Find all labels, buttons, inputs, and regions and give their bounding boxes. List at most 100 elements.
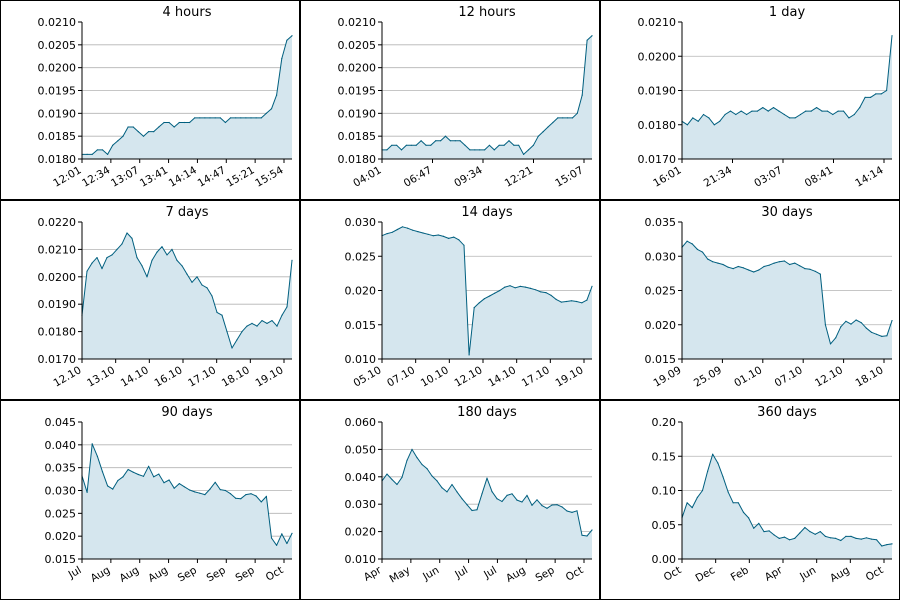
data-point xyxy=(246,325,248,327)
x-tick-label: 15:54 xyxy=(253,164,285,190)
data-point xyxy=(256,325,258,327)
data-point xyxy=(719,120,721,122)
chart-title: 7 days xyxy=(165,205,208,220)
data-point xyxy=(768,264,770,266)
chart-title: 1 day xyxy=(769,5,806,20)
data-point xyxy=(250,117,252,119)
chart-180-days: 180 days 0.010 0.020 0.030 0.040 0.050 0.060 Ap… xyxy=(345,405,593,585)
x-tick-label: 14:14 xyxy=(167,164,199,190)
data-point xyxy=(778,261,780,263)
data-point xyxy=(876,539,878,541)
data-point xyxy=(286,39,288,41)
y-tick-label: 0.035 xyxy=(45,462,77,475)
data-point xyxy=(556,504,558,506)
data-point xyxy=(451,483,453,486)
data-point xyxy=(226,331,228,333)
x-tick-label: May xyxy=(388,564,413,585)
data-point xyxy=(540,291,542,293)
series-area xyxy=(682,35,892,160)
data-point xyxy=(261,320,263,322)
data-point xyxy=(122,476,124,478)
data-point xyxy=(488,144,490,146)
data-point xyxy=(876,333,878,335)
x-tick-label: 13:07 xyxy=(109,164,141,190)
data-point xyxy=(260,501,262,503)
data-point xyxy=(101,471,104,473)
data-point xyxy=(591,35,593,37)
chart-30-days: 30 days 0.015 0.020 0.025 0.030 0.035 19.09 25.… xyxy=(645,205,893,390)
data-point xyxy=(107,485,109,487)
data-point xyxy=(821,110,823,112)
y-tick-label: 0.10 xyxy=(652,485,677,498)
data-point xyxy=(436,480,438,482)
data-point xyxy=(265,112,267,114)
x-tick-label: Oct xyxy=(864,564,886,583)
data-point xyxy=(850,323,852,325)
data-point xyxy=(236,339,238,341)
data-point xyxy=(281,57,283,60)
data-point xyxy=(748,517,750,519)
series-area xyxy=(82,35,292,160)
data-point xyxy=(209,488,211,490)
data-point xyxy=(581,94,583,96)
y-tick-label: 0.0200 xyxy=(338,62,377,75)
x-tick-label: 12:21 xyxy=(503,164,535,190)
data-point xyxy=(415,144,417,146)
data-point xyxy=(789,117,791,119)
x-tick-label: Aug xyxy=(146,564,170,585)
data-point xyxy=(789,263,791,266)
data-point xyxy=(137,131,139,133)
y-tick-label: 0.020 xyxy=(345,526,377,539)
data-point xyxy=(442,235,445,237)
data-point xyxy=(724,113,726,116)
data-point xyxy=(276,94,278,96)
x-tick-label: 07.10 xyxy=(385,364,417,389)
y-tick-label: 0.030 xyxy=(345,216,377,229)
data-point xyxy=(229,493,232,495)
y-tick-label: 0.0200 xyxy=(38,62,77,75)
data-point xyxy=(824,535,826,537)
data-point xyxy=(153,131,155,133)
data-point xyxy=(763,265,765,268)
data-point xyxy=(783,113,785,116)
data-point xyxy=(178,121,180,124)
data-point xyxy=(214,481,216,483)
x-tick-label: Apr xyxy=(362,564,384,584)
data-point xyxy=(171,248,173,250)
data-point xyxy=(127,126,129,128)
data-point xyxy=(407,227,409,229)
data-point xyxy=(476,509,478,511)
data-point xyxy=(855,537,857,539)
x-tick-label: Aug xyxy=(89,564,113,585)
x-tick-label: 19.10 xyxy=(553,364,585,389)
data-point xyxy=(768,530,770,532)
data-point xyxy=(717,262,719,264)
panel-7-days: 7 days 0.0170 0.0180 0.0190 0.0200 0.0210 0.02… xyxy=(0,200,300,400)
x-tick-label: 01.10 xyxy=(732,364,764,389)
data-point xyxy=(824,324,826,326)
data-point xyxy=(865,537,867,539)
data-point xyxy=(291,259,293,261)
data-point xyxy=(837,110,839,112)
data-point xyxy=(86,491,88,493)
data-point xyxy=(391,144,393,146)
data-point xyxy=(729,110,732,112)
data-point xyxy=(224,121,226,124)
data-point xyxy=(809,531,811,533)
data-point xyxy=(137,473,139,476)
x-tick-label: 16:01 xyxy=(651,164,683,190)
data-point xyxy=(491,491,493,493)
x-tick-label: Sep xyxy=(533,564,556,584)
data-point xyxy=(810,110,812,112)
data-point xyxy=(206,287,208,289)
x-tick-label: 05.10 xyxy=(351,364,383,389)
data-point xyxy=(432,235,434,237)
x-tick-label: Apr xyxy=(763,564,785,584)
x-tick-label: 14.10 xyxy=(486,364,518,389)
data-point xyxy=(117,479,119,482)
data-point xyxy=(783,536,785,538)
chart-title: 360 days xyxy=(757,405,817,420)
data-point xyxy=(794,537,796,539)
data-point xyxy=(560,301,562,303)
data-point xyxy=(853,113,855,116)
